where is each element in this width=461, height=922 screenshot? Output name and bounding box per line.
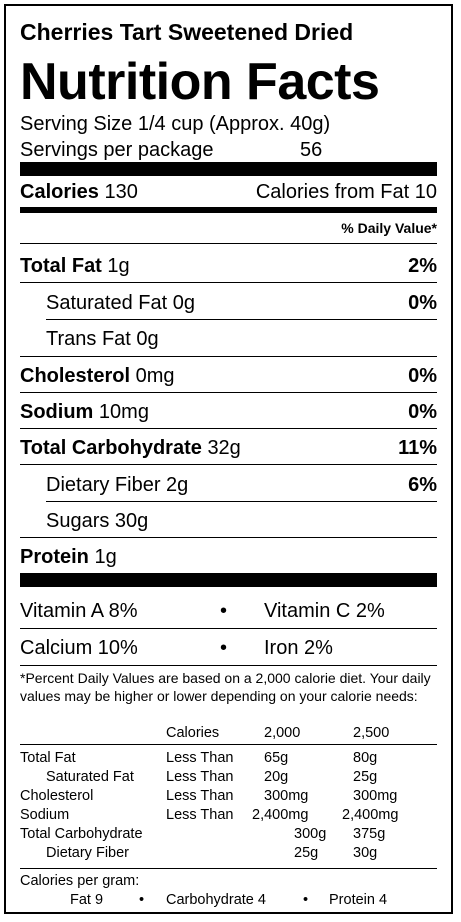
daily-value-header: % Daily Value* xyxy=(341,220,437,236)
total-fat-row: Total Fat 1g 2% xyxy=(20,254,437,278)
divider xyxy=(20,628,437,629)
calories-from-fat: Calories from Fat 10 xyxy=(255,181,437,203)
sugars-label: Sugars 30g xyxy=(46,510,149,532)
ref-header-label: Calories xyxy=(166,725,220,741)
ref-qual: Less Than xyxy=(166,750,234,766)
cholesterol-row: Cholesterol 0mg 0% xyxy=(20,364,437,388)
cpg-protein: Protein 4 xyxy=(329,892,388,908)
cpg-bullet: • xyxy=(303,892,309,908)
divider xyxy=(46,319,437,320)
ref-header-2500: 2,500 xyxy=(353,725,390,741)
ref-name: Sodium xyxy=(20,807,70,823)
divider xyxy=(20,356,437,357)
ref-name: Cholesterol xyxy=(20,788,94,804)
saturated-fat-dv: 0% xyxy=(408,292,437,314)
ref-v2: 80g xyxy=(353,750,378,766)
cpg-carb: Carbohydrate 4 xyxy=(166,892,266,908)
divider xyxy=(46,501,437,502)
cholesterol-label: Cholesterol xyxy=(20,365,131,387)
cholesterol-dv: 0% xyxy=(408,365,437,387)
total-carb-row: Total Carbohydrate 32g 11% xyxy=(20,436,437,460)
saturated-fat-label: Saturated Fat 0g xyxy=(46,292,195,314)
divider xyxy=(20,665,437,666)
divider xyxy=(20,744,437,745)
mineral-bullet: • xyxy=(220,637,228,659)
divider xyxy=(20,243,437,244)
total-carb-amount: 32g xyxy=(207,437,241,459)
iron: Iron 2% xyxy=(264,637,333,659)
vitamin-c: Vitamin C 2% xyxy=(264,600,385,622)
ref-v1: 300g xyxy=(294,826,327,842)
serving-size: Serving Size 1/4 cup (Approx. 40g) xyxy=(20,113,331,135)
total-fat-dv: 2% xyxy=(408,255,437,277)
servings-per-package: Servings per package 56 xyxy=(20,137,437,163)
ref-qual: Less Than xyxy=(166,769,234,785)
total-carb-dv: 11% xyxy=(398,437,437,459)
calories-per-gram-label: Calories per gram: xyxy=(20,873,140,889)
ref-header-2000: 2,000 xyxy=(264,725,301,741)
footnote: *Percent Daily Values are based on a 2,0… xyxy=(20,670,431,704)
cpg-fat: Fat 9 xyxy=(70,892,104,908)
product-name: Cherries Tart Sweetened Dried xyxy=(20,19,354,45)
calories-label: Calories xyxy=(20,181,99,203)
ref-qual: Less Than xyxy=(166,807,234,823)
total-fat-amount: 1g xyxy=(107,255,130,277)
ref-v2: 2,400mg xyxy=(342,807,399,823)
total-fat-label: Total Fat xyxy=(20,255,102,277)
servings-value: 56 xyxy=(300,139,323,161)
ref-v1: 65g xyxy=(264,750,289,766)
trans-fat-label: Trans Fat 0g xyxy=(46,328,159,350)
sodium-dv: 0% xyxy=(408,401,437,423)
ref-name: Dietary Fiber xyxy=(46,845,129,861)
vitamin-a: Vitamin A 8% xyxy=(20,600,138,622)
sodium-amount: 10mg xyxy=(98,401,149,423)
nutrition-facts-title: Nutrition Facts xyxy=(20,53,380,111)
protein-label: Protein xyxy=(20,546,89,568)
calories-row: Calories 130 Calories from Fat 10 xyxy=(20,180,437,204)
calcium: Calcium 10% xyxy=(20,637,138,659)
cholesterol-amount: 0mg xyxy=(135,365,175,387)
divider xyxy=(20,537,437,538)
divider xyxy=(20,868,437,869)
divider xyxy=(20,464,437,465)
nutrition-label: Cherries Tart Sweetened Dried Nutrition … xyxy=(4,4,453,914)
fiber-dv: 6% xyxy=(408,474,437,496)
ref-name: Total Fat xyxy=(20,750,76,766)
ref-v2: 375g xyxy=(353,826,386,842)
fiber-label: Dietary Fiber 2g xyxy=(46,474,189,496)
thick-divider xyxy=(20,573,437,587)
sodium-label: Sodium xyxy=(20,401,94,423)
ref-qual: Less Than xyxy=(166,788,234,804)
divider xyxy=(20,392,437,393)
divider xyxy=(20,282,437,283)
ref-v2: 300mg xyxy=(353,788,398,804)
total-carb-label: Total Carbohydrate xyxy=(20,437,202,459)
calories-value: 130 xyxy=(104,181,138,203)
ref-v1: 20g xyxy=(264,769,289,785)
ref-v1: 25g xyxy=(294,845,319,861)
protein-row: Protein 1g xyxy=(20,545,437,569)
ref-v2: 30g xyxy=(353,845,378,861)
ref-name: Saturated Fat xyxy=(46,769,134,785)
sodium-row: Sodium 10mg 0% xyxy=(20,400,437,424)
ref-name: Total Carbohydrate xyxy=(20,826,143,842)
divider xyxy=(20,428,437,429)
medium-divider xyxy=(20,207,437,213)
ref-v1: 300mg xyxy=(264,788,309,804)
vitamin-bullet: • xyxy=(220,600,228,622)
thick-divider xyxy=(20,162,437,176)
cpg-bullet: • xyxy=(139,892,145,908)
protein-amount: 1g xyxy=(94,546,117,568)
ref-v2: 25g xyxy=(353,769,378,785)
ref-v1: 2,400mg xyxy=(252,807,309,823)
servings-label: Servings per package xyxy=(20,139,214,161)
